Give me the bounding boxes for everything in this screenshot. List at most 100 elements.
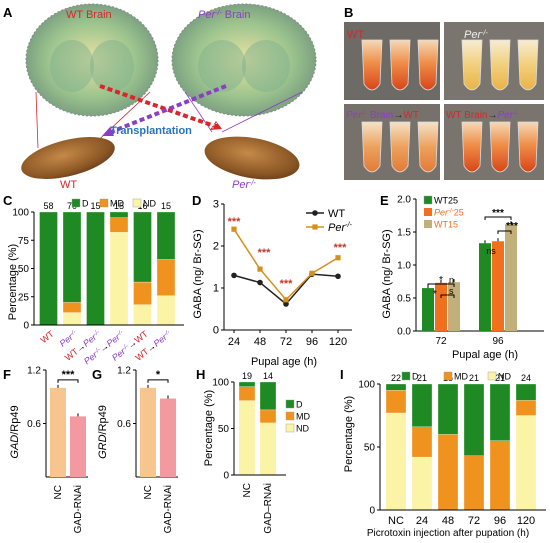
arrow-head — [210, 121, 222, 130]
legend-per-label: Per-/- — [328, 221, 352, 234]
x-tick-label: NC — [143, 485, 154, 499]
bar-gad-rnai — [70, 416, 86, 477]
legend-wt-marker — [312, 210, 318, 216]
bar-d — [489, 383, 511, 441]
bar-md — [109, 217, 129, 233]
x-axis-label: Picrotoxin injection after pupation (h) — [367, 528, 529, 539]
tube — [361, 39, 383, 91]
legend-md-label: MD — [110, 199, 124, 209]
y-tick-label: 100 — [12, 208, 29, 219]
y-axis-label: Percentage (%) — [343, 396, 355, 472]
x-tick-label: GAD-RNAi — [163, 485, 174, 533]
legend-d-swatch — [401, 371, 411, 381]
connector-line — [35, 91, 39, 149]
tube — [517, 121, 539, 173]
arrow-head — [102, 127, 114, 136]
tube-label-wt: WT — [347, 29, 364, 41]
count-label: 22 — [391, 373, 401, 383]
significance-ns: ns — [486, 246, 496, 256]
y-tick-label: 25 — [18, 292, 30, 303]
y-tick-label: 0 — [213, 325, 219, 337]
bar-md — [411, 426, 433, 458]
y-tick-label: 0 — [223, 471, 229, 482]
x-tick-label: NC — [242, 483, 253, 497]
bar-d — [259, 381, 277, 411]
panel-letter: H — [196, 367, 205, 382]
tube — [461, 121, 483, 173]
bar-nd — [515, 415, 537, 511]
count-label: 16 — [137, 201, 147, 211]
x-tick-label: 96 — [306, 336, 318, 348]
brain-lobe — [242, 40, 290, 92]
data-point — [309, 270, 315, 276]
bar-d — [133, 211, 152, 283]
data-point — [231, 226, 237, 232]
panel-letter: I — [340, 367, 344, 382]
y-axis-label: Percentage (%) — [203, 390, 215, 466]
y-tick-label: 0.6 — [117, 419, 131, 430]
significance-stars: *** — [228, 216, 242, 228]
tube — [517, 39, 539, 91]
panel-letter: D — [192, 193, 201, 208]
x-tick-label: 120 — [517, 515, 535, 527]
count-label: 14 — [263, 371, 273, 381]
significance-stars: *** — [506, 221, 518, 232]
bar-nc — [50, 387, 66, 477]
significance-stars: * — [439, 275, 443, 286]
bar-d — [238, 381, 256, 387]
panel-b: B WT Per-/- Per-/- Brain→WT WT Brain→Per… — [344, 5, 544, 180]
x-tick-label: 72 — [468, 515, 480, 527]
bar-nd — [238, 400, 256, 476]
panel-letter: C — [3, 193, 13, 208]
sig-bracket — [440, 294, 455, 298]
legend-md-swatch — [443, 371, 453, 381]
bar-d — [463, 383, 485, 456]
bar-wt25 — [479, 243, 491, 331]
tube — [389, 39, 411, 91]
y-axis-label: GAD/Rp49 — [9, 405, 21, 458]
x-tick-label: 48 — [254, 336, 266, 348]
tube — [361, 121, 383, 173]
bar-nd — [62, 312, 82, 326]
legend-d-label: D — [412, 372, 419, 382]
y-tick-label: 0 — [369, 506, 375, 517]
panel-d: D GABA (ng/ Br-SG) Pupal age (h) 0 1 2 3 24 4… — [192, 193, 352, 368]
tube — [489, 121, 511, 173]
bar-d — [39, 211, 58, 326]
panel-letter: B — [344, 5, 353, 20]
count-label: 19 — [242, 371, 252, 381]
bar-d — [385, 383, 407, 391]
bar-d — [109, 211, 129, 218]
tube — [389, 121, 411, 173]
bar-per25 — [492, 241, 504, 331]
bar-nd — [411, 456, 433, 511]
bar-nd — [259, 422, 277, 476]
tube — [489, 39, 511, 91]
data-point — [335, 255, 341, 261]
connector-line — [221, 91, 303, 133]
sig-bracket — [427, 283, 455, 287]
x-tick-label: 120 — [329, 336, 347, 348]
legend-per-marker — [312, 224, 318, 230]
transplant-arrow — [99, 84, 221, 130]
legend-nd-swatch — [487, 371, 497, 381]
legend-d-label: D — [82, 199, 89, 209]
per-brain-label: Per-/- Brain — [198, 9, 250, 21]
count-label: 15 — [114, 201, 124, 211]
count-label: 24 — [521, 373, 531, 383]
legend-nd-swatch — [132, 198, 142, 208]
x-tick-label: 72 — [280, 336, 292, 348]
tube — [461, 39, 483, 91]
x-axis-label: Pupal age (h) — [251, 356, 317, 368]
y-tick-label: 1.5 — [397, 228, 411, 239]
y-tick-label: 0.5 — [397, 294, 411, 305]
x-tick-label: NC — [53, 485, 64, 499]
y-tick-label: 0 — [23, 321, 29, 332]
significance-stars: *** — [258, 247, 272, 259]
data-point — [335, 273, 341, 280]
x-tick-label: 96 — [492, 336, 504, 347]
bar-d — [86, 211, 105, 326]
transplant-arrow — [105, 84, 227, 136]
y-tick-label: 50 — [218, 424, 230, 435]
